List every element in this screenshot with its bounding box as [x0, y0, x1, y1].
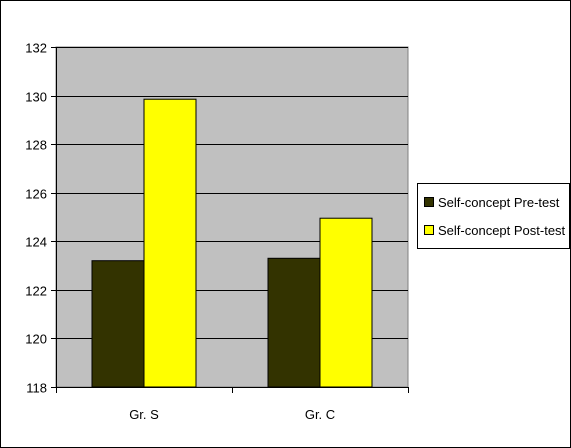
legend-item-pre-test: Self-concept Pre-test: [424, 193, 559, 211]
y-tick-label: 122: [25, 284, 47, 299]
x-tick-label: Gr. C: [305, 407, 335, 422]
y-tick-label: 118: [26, 381, 47, 396]
legend-label-pre-test: Self-concept Pre-test: [438, 194, 560, 210]
bar: [267, 257, 321, 388]
y-tick-label: 120: [25, 332, 47, 347]
y-tick-label: 126: [25, 187, 47, 202]
legend-swatch-pre-test: [424, 197, 434, 207]
legend-item-post-test: Self-concept Post-test: [424, 221, 565, 239]
y-tick-label: 124: [25, 235, 47, 250]
x-tick-label: Gr. S: [129, 407, 159, 422]
y-tick-label: 130: [25, 90, 47, 105]
y-tick-label: 128: [25, 138, 47, 153]
bar: [319, 217, 373, 388]
legend-label-post-test: Self-concept Post-test: [438, 222, 566, 238]
bar: [143, 98, 197, 388]
bar: [91, 260, 145, 388]
y-tick-label: 132: [25, 41, 47, 56]
legend-swatch-post-test: [424, 225, 434, 235]
legend: Self-concept Pre-test Self-concept Post-…: [417, 183, 570, 249]
